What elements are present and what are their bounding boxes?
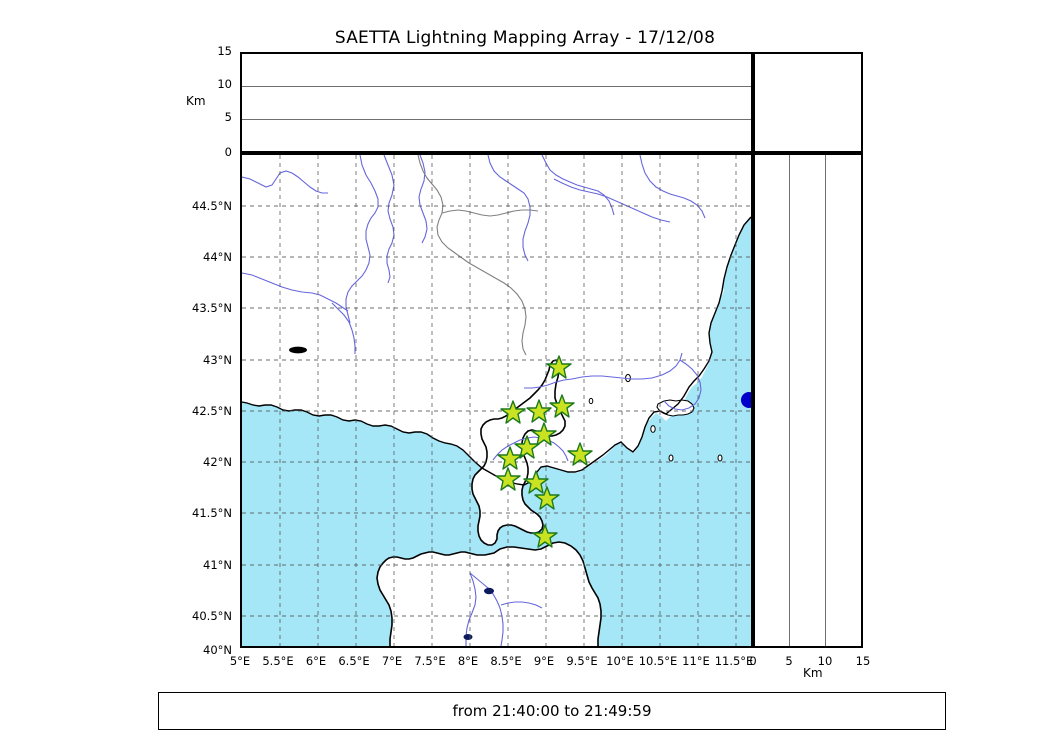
tick-side-15: 15 (855, 654, 871, 668)
tick-lon-8.5: 8.5°E (490, 654, 522, 668)
tick-lon-6.5: 6.5°E (338, 654, 370, 668)
altitude-longitude-panel[interactable] (240, 52, 753, 153)
river-tiber-loop (663, 359, 702, 411)
tick-top-10: 10 (217, 77, 232, 91)
station-marker (497, 446, 523, 470)
tick-lon-5.5: 5.5°E (262, 654, 294, 668)
page-title: SAETTA Lightning Mapping Array - 17/12/0… (334, 28, 716, 48)
tick-lat-40: 40°N (203, 643, 232, 657)
station-marker (567, 442, 593, 466)
station-marker (546, 355, 572, 379)
islet-2 (668, 454, 674, 462)
station-marker (532, 524, 558, 548)
reference-marker-dot (741, 392, 751, 408)
time-range-status-box: from 21:40:00 to 21:49:59 (158, 692, 946, 730)
rivers-layer (242, 155, 706, 646)
islet-1 (650, 425, 656, 433)
station-marker (549, 394, 575, 418)
lake-etang (289, 346, 307, 354)
tick-side-0: 0 (749, 654, 757, 668)
river-sard-1 (465, 572, 477, 646)
tick-lat-44.5: 44.5°N (192, 199, 232, 213)
islet-3 (717, 454, 723, 462)
coastline-mainland (242, 216, 751, 486)
tick-top-15: 15 (217, 44, 232, 58)
tick-top-5: 5 (224, 110, 232, 124)
station-marker (526, 399, 552, 423)
gridline-10km (242, 86, 751, 88)
tick-lat-41: 41°N (203, 558, 232, 572)
station-marker (531, 422, 557, 446)
time-range-text: from 21:40:00 to 21:49:59 (452, 702, 652, 720)
river-center-1 (383, 155, 395, 284)
gridline-5km (242, 119, 751, 121)
river-rhone (345, 155, 379, 324)
map-gridlines (242, 155, 751, 646)
tick-lon-8: 8°E (457, 654, 479, 668)
tick-lat-40.5: 40.5°N (192, 609, 232, 623)
altitude-axis-label: Km (186, 94, 206, 108)
tick-lon-5: 5°E (229, 654, 251, 668)
station-marker (514, 435, 540, 459)
station-marker (523, 470, 549, 494)
tick-lon-9: 9°E (533, 654, 555, 668)
station-markers-layer (495, 355, 593, 548)
tick-side-5: 5 (785, 654, 793, 668)
map-graphic (242, 155, 751, 646)
gridline-5km-vertical (789, 155, 791, 646)
coastline-sardinia (376, 541, 602, 646)
river-center-2 (418, 155, 428, 244)
lake-2 (463, 634, 473, 640)
tick-lon-10.5: 10.5°E (638, 654, 678, 668)
border-fr-it (417, 155, 527, 356)
river-ne-1 (487, 155, 531, 262)
gridline-10km-vertical (825, 155, 827, 646)
tick-top-0: 0 (224, 145, 232, 159)
tick-lon-11.5: 11.5°E (714, 654, 754, 668)
tick-side-10: 10 (817, 654, 833, 668)
tick-lat-42.5: 42.5°N (192, 404, 232, 418)
tick-lat-42: 42°N (203, 455, 232, 469)
altitude-latitude-panel[interactable] (753, 153, 863, 648)
station-marker (495, 467, 521, 491)
river-sard-2 (469, 572, 504, 646)
borders-layer (417, 155, 539, 356)
tick-lon-7: 7°E (381, 654, 403, 668)
river-ne-2 (541, 155, 615, 216)
tick-lat-44: 44°N (203, 250, 232, 264)
tick-lon-9.5: 9.5°E (566, 654, 598, 668)
river-fr-south (331, 302, 356, 354)
tick-lat-43.5: 43.5°N (192, 301, 232, 315)
river-ne-3 (639, 155, 706, 219)
map-panel[interactable] (240, 153, 753, 648)
islet-5 (588, 397, 594, 405)
river-ita-mid (524, 378, 573, 389)
tick-lon-6: 6°E (305, 654, 327, 668)
station-marker (534, 486, 560, 510)
river-west-1 (242, 170, 328, 194)
tick-lat-43: 43°N (203, 353, 232, 367)
river-corsica-2 (492, 442, 515, 461)
mainland-fill-body (242, 155, 751, 485)
tick-lat-41.5: 41.5°N (192, 506, 232, 520)
tick-lon-10: 10°E (606, 654, 634, 668)
river-west-2 (242, 272, 349, 312)
tick-lon-7.5: 7.5°E (414, 654, 446, 668)
corner-panel[interactable] (753, 52, 863, 153)
border-ch (441, 209, 539, 217)
tick-lon-11: 11°E (682, 654, 710, 668)
station-marker (500, 400, 526, 424)
river-arno (571, 352, 683, 380)
lake-1 (484, 587, 494, 595)
side-axis-label: Km (803, 666, 823, 680)
river-po (553, 178, 671, 223)
